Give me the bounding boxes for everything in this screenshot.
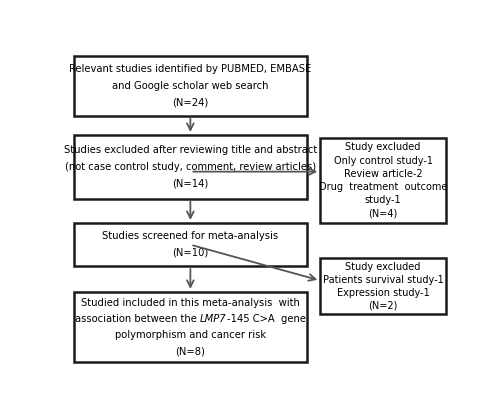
Text: -145 C>A  gene: -145 C>A gene	[227, 314, 306, 324]
Text: study-1: study-1	[365, 196, 402, 206]
Bar	[320, 258, 446, 314]
Text: (N=2): (N=2)	[368, 300, 398, 310]
Text: Patients survival study-1: Patients survival study-1	[323, 275, 444, 285]
Text: Studied included in this meta-analysis  with: Studied included in this meta-analysis w…	[81, 298, 300, 308]
Text: (N=24): (N=24)	[172, 98, 208, 108]
Bar	[74, 223, 306, 266]
Text: (N=8): (N=8)	[176, 346, 206, 356]
Bar	[74, 135, 306, 199]
Text: Study excluded: Study excluded	[346, 142, 421, 152]
Text: Relevant studies identified by PUBMED, EMBASE: Relevant studies identified by PUBMED, E…	[69, 64, 312, 74]
Text: (not case control study, comment, review articles): (not case control study, comment, review…	[65, 162, 316, 172]
Text: and Google scholar web search: and Google scholar web search	[112, 81, 268, 91]
Text: Review article-2: Review article-2	[344, 169, 422, 179]
Text: Only control study-1: Only control study-1	[334, 156, 432, 166]
Text: polymorphism and cancer risk: polymorphism and cancer risk	[115, 330, 266, 340]
Text: Study excluded: Study excluded	[346, 262, 421, 272]
Text: (N=4): (N=4)	[368, 208, 398, 219]
Text: Studies screened for meta-analysis: Studies screened for meta-analysis	[102, 231, 279, 241]
Text: association between the: association between the	[75, 314, 200, 324]
Text: Drug  treatment  outcome: Drug treatment outcome	[319, 182, 448, 192]
Text: (N=10): (N=10)	[172, 248, 208, 258]
Text: Expression study-1: Expression study-1	[337, 287, 430, 297]
Text: Studies excluded after reviewing title and abstract: Studies excluded after reviewing title a…	[64, 145, 317, 155]
Bar	[74, 292, 306, 362]
Text: LMP7: LMP7	[200, 314, 226, 324]
Bar	[320, 138, 446, 223]
Bar	[74, 56, 306, 116]
Text: (N=14): (N=14)	[172, 178, 208, 188]
